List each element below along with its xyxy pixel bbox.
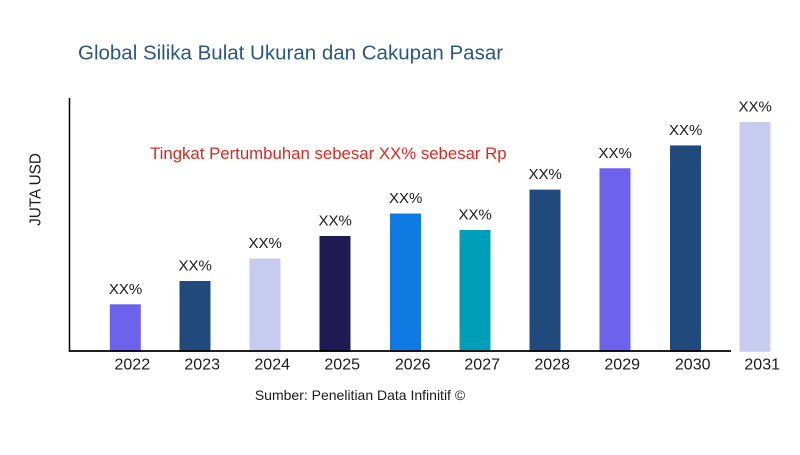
- svg-text:2027: 2027: [464, 357, 500, 374]
- svg-text:XX%: XX%: [599, 145, 632, 162]
- svg-text:2030: 2030: [675, 357, 711, 374]
- svg-text:XX%: XX%: [459, 207, 492, 224]
- svg-text:2029: 2029: [604, 357, 640, 374]
- svg-text:XX%: XX%: [109, 281, 142, 298]
- svg-text:Global Silika Bulat Ukuran dan: Global Silika Bulat Ukuran dan Cakupan P…: [78, 42, 503, 65]
- svg-text:XX%: XX%: [389, 190, 422, 207]
- svg-text:XX%: XX%: [529, 166, 562, 183]
- svg-text:XX%: XX%: [179, 258, 212, 275]
- svg-text:2026: 2026: [395, 357, 431, 374]
- svg-text:Sumber: Penelitian Data Infini: Sumber: Penelitian Data Infinitif ©: [255, 387, 466, 403]
- svg-text:2028: 2028: [534, 357, 570, 374]
- svg-text:Tingkat Pertumbuhan sebesar XX: Tingkat Pertumbuhan sebesar XX% sebesar …: [150, 144, 507, 163]
- svg-text:XX%: XX%: [669, 122, 702, 139]
- svg-text:2023: 2023: [184, 357, 220, 374]
- svg-text:XX%: XX%: [739, 99, 772, 116]
- svg-text:2022: 2022: [115, 357, 151, 374]
- svg-text:2024: 2024: [254, 357, 290, 374]
- svg-text:XX%: XX%: [319, 213, 352, 230]
- svg-text:JUTA USD: JUTA USD: [28, 153, 45, 226]
- svg-text:2031: 2031: [744, 357, 780, 374]
- svg-text:XX%: XX%: [249, 235, 282, 252]
- svg-text:2025: 2025: [324, 357, 360, 374]
